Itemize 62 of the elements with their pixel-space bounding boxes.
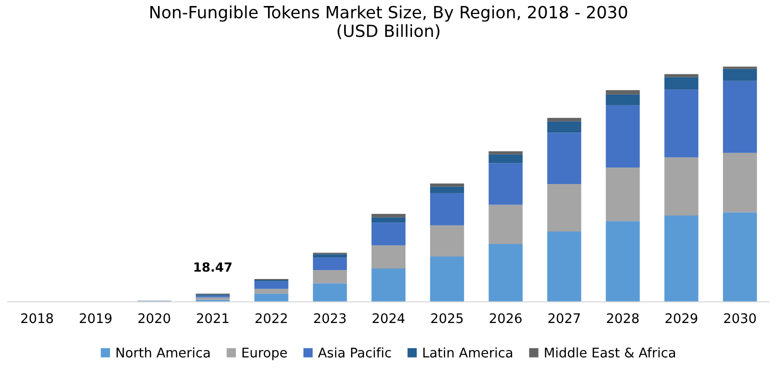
- x-tick-label: 2029: [666, 313, 698, 324]
- bar: [547, 132, 582, 184]
- bar: [488, 204, 523, 244]
- legend-label: Europe: [242, 348, 287, 360]
- bar: [606, 90, 640, 94]
- x-tick-label: 2027: [548, 313, 580, 324]
- bar: [372, 217, 406, 223]
- x-tick-label: 2025: [431, 313, 463, 324]
- legend-label: Latin America: [423, 347, 512, 358]
- bar: [430, 225, 464, 256]
- bar: [606, 221, 640, 302]
- x-tick-label: 2024: [372, 313, 405, 324]
- bar: [547, 232, 582, 302]
- x-tick-label: 2028: [606, 313, 639, 324]
- bar: [430, 184, 464, 187]
- bar: [430, 256, 464, 302]
- x-tick-label: 2022: [256, 313, 287, 324]
- x-tick-label: 2026: [490, 313, 522, 324]
- legend-label: Asia Pacific: [318, 347, 391, 358]
- bar: [606, 168, 640, 222]
- bar: [372, 222, 406, 246]
- bar: [664, 157, 698, 216]
- bar: [372, 268, 406, 302]
- bar: [430, 186, 464, 194]
- x-tick-label: 2023: [314, 313, 346, 324]
- bar: [488, 244, 523, 302]
- x-tick-label: 2030: [724, 313, 756, 324]
- bar: [664, 74, 698, 78]
- chart-title: Non-Fungible Tokens Market Size, By Region, 2018 - 2030 (USD Billion): [150, 6, 628, 40]
- x-tick-label: 2021: [196, 313, 228, 324]
- bar: [430, 193, 464, 226]
- bar: [722, 212, 757, 302]
- x-tick-label: 2019: [80, 313, 112, 324]
- x-tick-label: 2020: [138, 313, 170, 324]
- bar: [722, 80, 757, 153]
- bar: [547, 184, 582, 232]
- bar: [547, 121, 582, 133]
- bar: [606, 105, 640, 168]
- bar: [488, 163, 523, 205]
- bar: [312, 283, 347, 302]
- bar: [488, 154, 523, 164]
- legend-label: Middle East & Africa: [544, 347, 676, 358]
- bar: [254, 281, 288, 289]
- bar: [722, 152, 757, 212]
- bar: [312, 254, 347, 258]
- bar: [722, 68, 757, 81]
- bar: [664, 216, 698, 302]
- bar: [196, 297, 230, 300]
- bar: [664, 90, 698, 158]
- x-tick-label: 2018: [21, 313, 53, 324]
- bar: [254, 288, 288, 294]
- annotation: 18.47: [194, 262, 232, 272]
- bar: [547, 118, 582, 122]
- legend-label: North America: [116, 347, 210, 358]
- bar: [664, 77, 698, 90]
- bar: [488, 151, 523, 154]
- bar: [312, 270, 347, 284]
- bar: [254, 294, 288, 302]
- bar: [606, 94, 640, 106]
- bar: [372, 214, 406, 218]
- bar: [312, 258, 347, 270]
- bar: [372, 245, 406, 268]
